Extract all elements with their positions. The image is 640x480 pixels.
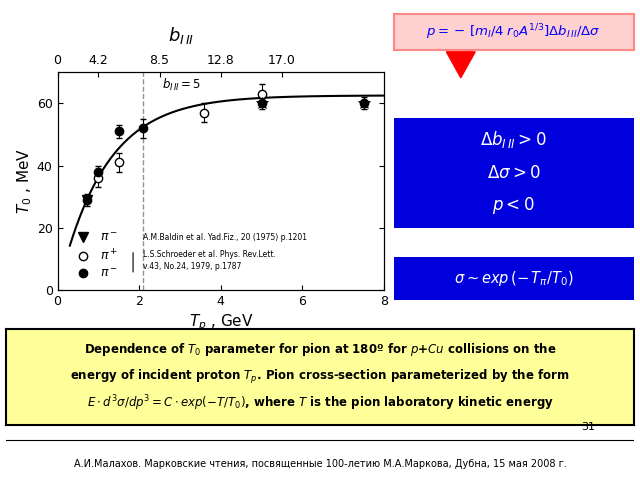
Text: $\pi^-$: $\pi^-$ xyxy=(100,267,118,280)
Text: $\sigma \sim exp\,( - \,T_\pi /T_0 )$: $\sigma \sim exp\,( - \,T_\pi /T_0 )$ xyxy=(454,269,573,288)
Text: $b_{I\,II}$: $b_{I\,II}$ xyxy=(168,25,195,47)
Text: $\Delta b_{I\,II} > 0$: $\Delta b_{I\,II} > 0$ xyxy=(481,129,547,150)
Text: $\pi^-$: $\pi^-$ xyxy=(100,231,118,244)
Text: $p < 0$: $p < 0$ xyxy=(492,195,535,216)
Text: L.S.Schroeder et al. Phys. Rev.Lett.
v.43, No.24, 1979, p.1787: L.S.Schroeder et al. Phys. Rev.Lett. v.4… xyxy=(143,251,276,271)
Text: $\pi^+$: $\pi^+$ xyxy=(100,249,118,264)
X-axis label: $T_p$ , GeV: $T_p$ , GeV xyxy=(189,312,253,333)
Text: 31: 31 xyxy=(581,422,595,432)
Text: A.M.Baldin et al. Yad.Fiz., 20 (1975) p.1201: A.M.Baldin et al. Yad.Fiz., 20 (1975) p.… xyxy=(143,233,307,242)
Polygon shape xyxy=(447,52,475,78)
Text: $\Delta\sigma  > 0$: $\Delta\sigma > 0$ xyxy=(486,164,541,182)
Text: $b_{I\,II} = 5$: $b_{I\,II} = 5$ xyxy=(162,77,201,93)
Text: $p = -\,[m_I /4\;r_0 A^{1/3}]\Delta b_{I\,II}/\Delta\sigma$: $p = -\,[m_I /4\;r_0 A^{1/3}]\Delta b_{I… xyxy=(426,23,601,42)
Y-axis label: $T_0$ , MeV: $T_0$ , MeV xyxy=(15,148,34,214)
Text: energy of incident proton $T_p$. Pion cross-section parameterized by the form: energy of incident proton $T_p$. Pion cr… xyxy=(70,368,570,386)
Text: А.И.Малахов. Марковские чтения, посвященные 100-летию М.А.Маркова, Дубна, 15 мая: А.И.Малахов. Марковские чтения, посвящен… xyxy=(74,459,566,469)
Text: $E\cdot d^3\sigma/dp^3 = C\cdot exp(-T/T_0)$, where $T$ is the pion laboratory k: $E\cdot d^3\sigma/dp^3 = C\cdot exp(-T/T… xyxy=(86,394,554,413)
Text: Dependence of $T_0$ parameter for pion at 180º for $p$+$Cu$ collisions on the: Dependence of $T_0$ parameter for pion a… xyxy=(84,341,556,359)
